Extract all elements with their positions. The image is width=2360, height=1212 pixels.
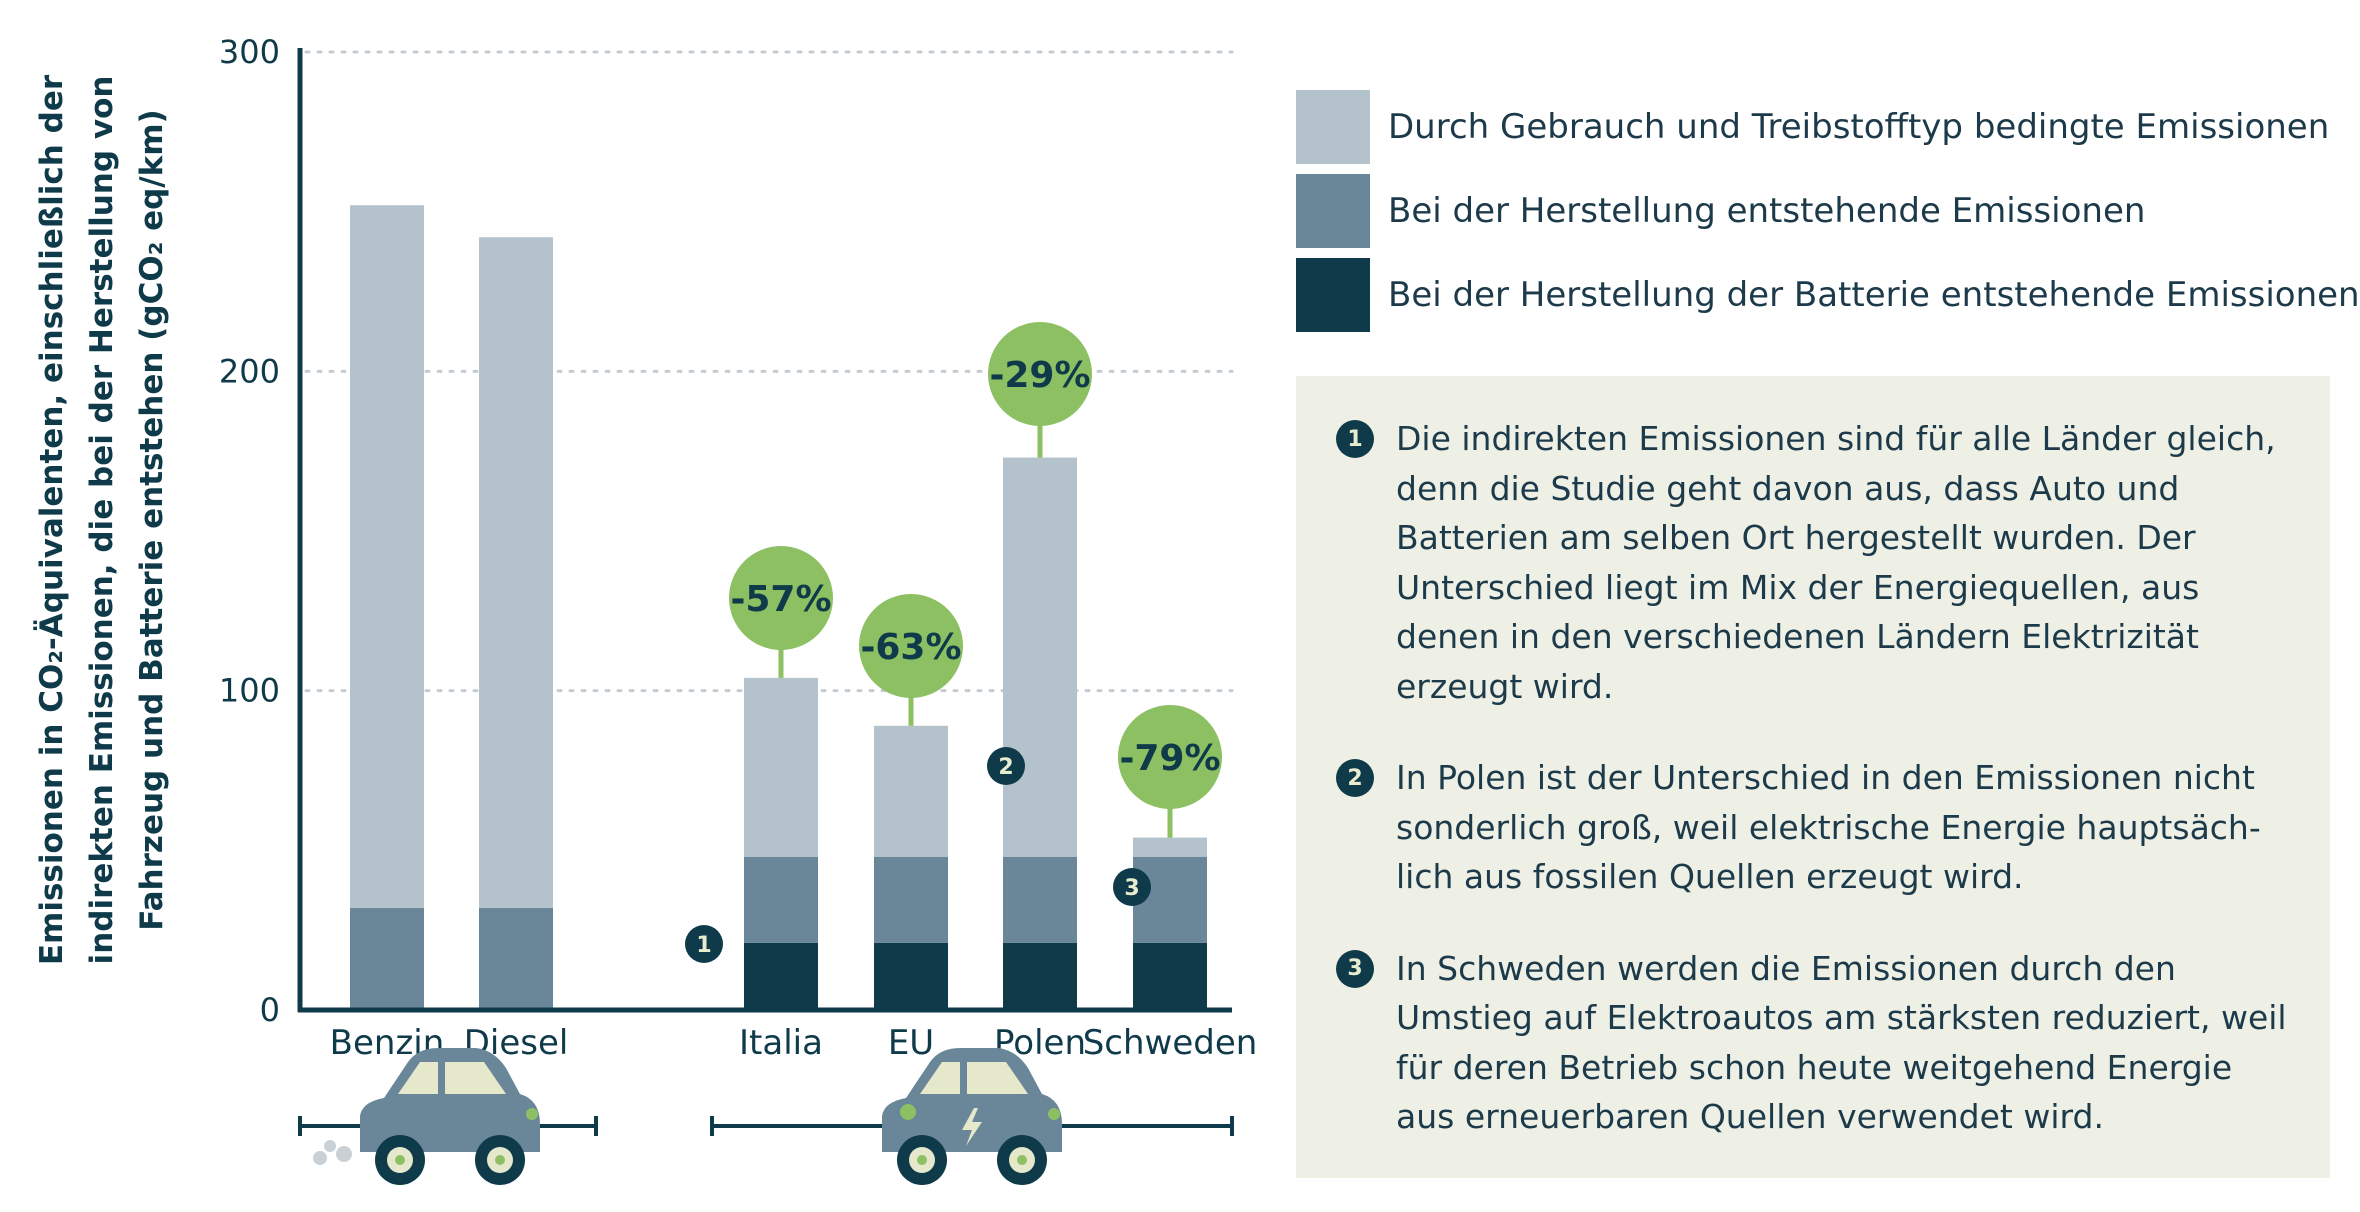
exhaust-smoke-icon: [336, 1146, 352, 1162]
car-window: [920, 1062, 1028, 1094]
legend-item-usage: Durch Gebrauch und Treibstofftyp bedingt…: [1296, 90, 2336, 164]
combustion-car-icon: [313, 1048, 540, 1185]
bar-segment: [479, 237, 553, 908]
car-window: [398, 1062, 506, 1094]
legend-label: Bei der Herstellung entstehende Emission…: [1388, 191, 2146, 231]
note-marker-label: 3: [1124, 876, 1139, 901]
reduction-badge: [1118, 705, 1222, 809]
bar-segment: [744, 856, 818, 943]
note-number-badge: 3: [1336, 949, 1374, 988]
note-markers: 1 2 3: [685, 747, 1151, 963]
x-tick-label: EU: [888, 1023, 934, 1063]
reduction-badge-label: -29%: [989, 355, 1090, 396]
note-text: In Polen ist der Unterschied in den Emis…: [1396, 758, 2261, 896]
bar-segment: [1003, 457, 1077, 857]
y-tick-label: 0: [260, 991, 280, 1029]
legend-item-production: Bei der Herstellung entstehende Emission…: [1296, 174, 2336, 248]
legend-item-battery: Bei der Herstellung der Batterie entsteh…: [1296, 258, 2360, 332]
notes-box: 1 Die indirekten Emissionen sind für all…: [1296, 376, 2330, 1178]
note-marker: [987, 747, 1025, 785]
car-icons: [298, 1048, 1234, 1185]
legend: Durch Gebrauch und Treibstofftyp bedingt…: [1296, 90, 2360, 342]
electric-car-icon: [882, 1048, 1062, 1185]
bar-segment: [874, 725, 948, 857]
note-marker-label: 2: [998, 755, 1013, 780]
note-number-badge: 2: [1336, 759, 1374, 797]
y-tick-label: 300: [219, 33, 280, 71]
legend-swatch: [1296, 174, 1370, 248]
reduction-badge-label: -63%: [860, 627, 961, 668]
exhaust-smoke-icon: [313, 1151, 327, 1165]
bar-segment: [1133, 942, 1207, 1010]
bars: [350, 205, 1207, 1010]
legend-swatch: [1296, 258, 1370, 332]
note-item: 3 In Schweden werden die Emissionen durc…: [1336, 944, 2294, 1142]
y-tick-labels: 0 100 200 300: [219, 33, 280, 1029]
car-body: [360, 1048, 540, 1152]
car-body: [882, 1048, 1062, 1152]
reduction-badges: -57% -63% -29% -79%: [729, 322, 1222, 838]
bar-segment: [1133, 837, 1207, 857]
car-hub-center: [395, 1155, 405, 1165]
plug-icon: [900, 1104, 916, 1120]
note-marker-label: 1: [696, 933, 711, 958]
y-axis-label-line: indirekten Emissionen, die bei der Herst…: [84, 76, 120, 965]
note-text: In Schweden werden die Emissionen durch …: [1396, 948, 2287, 1137]
car-light: [1048, 1108, 1060, 1120]
y-tick-label: 200: [219, 352, 280, 390]
legend-swatch: [1296, 90, 1370, 164]
legend-label: Durch Gebrauch und Treibstofftyp bedingt…: [1388, 107, 2330, 147]
y-axis-label-line: Emissionen in CO₂-Äquivalenten, einschli…: [34, 74, 70, 965]
reduction-badge: [859, 594, 963, 698]
bar-segment: [479, 907, 553, 1010]
reduction-badge: [729, 546, 833, 650]
y-axis-label-line: Fahrzeug und Batterie entstehen (gCO₂ eq…: [134, 109, 170, 930]
reduction-badge: [988, 322, 1092, 426]
car-hub-center: [495, 1155, 505, 1165]
bar-segment: [350, 205, 424, 908]
bar-segment: [350, 907, 424, 1010]
bar-segment: [744, 942, 818, 1010]
exhaust-smoke-icon: [324, 1140, 336, 1152]
bar-segment: [874, 856, 948, 943]
legend-label: Bei der Herstellung der Batterie entsteh…: [1388, 275, 2360, 315]
x-tick-label: Schweden: [1083, 1023, 1258, 1063]
car-pillar: [960, 1060, 967, 1096]
bar-segment: [1003, 856, 1077, 943]
note-number-badge: 1: [1336, 420, 1374, 458]
bar-segment: [744, 677, 818, 857]
lightning-icon: [962, 1108, 982, 1146]
car-hub-center: [1017, 1155, 1027, 1165]
note-item: 2 In Polen ist der Unterschied in den Em…: [1336, 753, 2294, 902]
car-hub-center: [917, 1155, 927, 1165]
reduction-badge-label: -79%: [1119, 738, 1220, 779]
bar-segment: [1003, 942, 1077, 1010]
y-tick-label: 100: [219, 672, 280, 710]
note-marker: [1113, 868, 1151, 906]
x-tick-label: Italia: [739, 1023, 823, 1063]
y-axis-label: Emissionen in CO₂-Äquivalenten, einschli…: [34, 74, 170, 965]
car-pillar: [438, 1060, 445, 1096]
car-light: [526, 1108, 538, 1120]
reduction-badge-label: -57%: [730, 579, 831, 620]
note-marker: [685, 925, 723, 963]
note-item: 1 Die indirekten Emissionen sind für all…: [1336, 414, 2294, 711]
bar-segment: [874, 942, 948, 1010]
note-text: Die indirekten Emissionen sind für alle …: [1396, 419, 2276, 706]
axes: [297, 48, 1232, 1013]
